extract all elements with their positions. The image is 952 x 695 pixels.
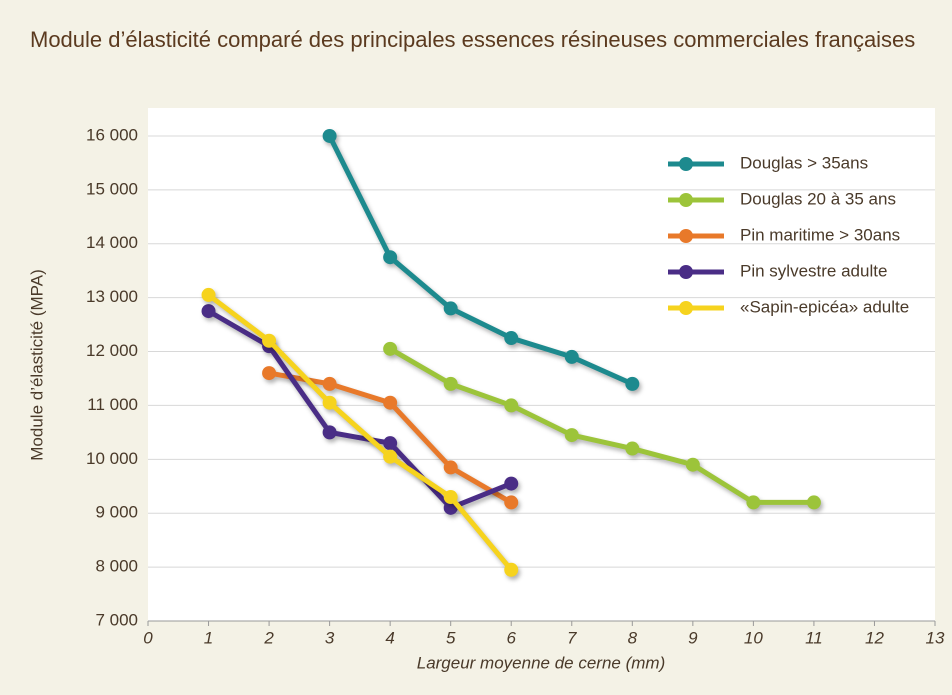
y-tick-label: 10 000 — [86, 449, 138, 468]
data-point — [504, 476, 519, 491]
data-point — [383, 395, 398, 410]
series-line — [388, 346, 814, 505]
x-tick-label: 12 — [865, 628, 884, 647]
legend-label: Douglas 20 à 35 ans — [740, 189, 896, 208]
data-point — [383, 341, 398, 356]
data-point — [625, 441, 640, 456]
x-tick-label: 6 — [506, 628, 516, 647]
data-point — [504, 562, 519, 577]
data-point — [383, 449, 398, 464]
data-point — [322, 376, 337, 391]
y-tick-label: 7 000 — [95, 610, 138, 629]
data-point — [443, 460, 458, 475]
series — [201, 287, 519, 577]
data-point — [443, 490, 458, 505]
x-tick-label: 1 — [204, 628, 213, 647]
legend-marker — [679, 265, 693, 279]
legend-label: Pin sylvestre adulte — [740, 261, 887, 280]
x-tick-label: 8 — [628, 628, 638, 647]
chart-title: Module d’élasticité comparé des principa… — [30, 28, 916, 52]
data-point — [443, 376, 458, 391]
x-axis-label: Largeur moyenne de cerne (mm) — [417, 653, 666, 672]
data-point — [322, 395, 337, 410]
data-point — [383, 436, 398, 451]
x-tick-label: 9 — [688, 628, 698, 647]
series-line — [207, 308, 513, 511]
data-point — [262, 333, 277, 348]
legend-marker — [679, 193, 693, 207]
x-tick-label: 13 — [926, 628, 945, 647]
series-line — [207, 292, 514, 572]
data-point — [625, 376, 640, 391]
legend-marker — [679, 301, 693, 315]
data-point — [504, 495, 519, 510]
x-tick-label: 7 — [567, 628, 577, 647]
plot-area — [148, 108, 935, 621]
legend-label: «Sapin-epicéa» adulte — [740, 297, 909, 316]
y-tick-label: 16 000 — [86, 125, 138, 144]
x-tick-label: 10 — [744, 628, 763, 647]
x-tick-label: 0 — [143, 628, 153, 647]
x-tick-label: 11 — [805, 628, 823, 647]
data-point — [564, 349, 579, 364]
y-tick-label: 8 000 — [95, 557, 138, 576]
data-point — [504, 398, 519, 413]
y-tick-label: 14 000 — [86, 233, 138, 252]
data-point — [746, 495, 761, 510]
legend-label: Pin maritime > 30ans — [740, 225, 900, 244]
x-tick-label: 4 — [385, 628, 394, 647]
y-axis-label: Module d’élasticité (MPA) — [27, 269, 46, 460]
x-tick-label: 3 — [325, 628, 335, 647]
y-tick-label: 15 000 — [86, 179, 138, 198]
x-tick-label: 2 — [263, 628, 274, 647]
y-tick-label: 13 000 — [86, 287, 138, 306]
data-point — [201, 304, 216, 319]
data-point — [806, 495, 821, 510]
data-point — [685, 457, 700, 472]
data-point — [201, 287, 216, 302]
data-point — [322, 128, 337, 143]
data-point — [383, 250, 398, 265]
x-tick-label: 5 — [446, 628, 456, 647]
title-box: Module d’élasticité comparé des principa… — [30, 28, 916, 52]
data-point — [564, 428, 579, 443]
y-tick-label: 9 000 — [95, 503, 138, 522]
series — [201, 304, 519, 515]
data-point — [322, 425, 337, 440]
legend-marker — [679, 229, 693, 243]
y-tick-label: 11 000 — [87, 395, 138, 414]
series-line — [327, 134, 634, 387]
y-tick-label: 12 000 — [86, 341, 138, 360]
data-point — [504, 331, 519, 346]
data-point — [262, 366, 277, 381]
data-point — [443, 301, 458, 316]
series — [322, 128, 640, 391]
legend-label: Douglas > 35ans — [740, 153, 868, 172]
legend-marker — [679, 157, 693, 171]
series — [383, 341, 821, 510]
